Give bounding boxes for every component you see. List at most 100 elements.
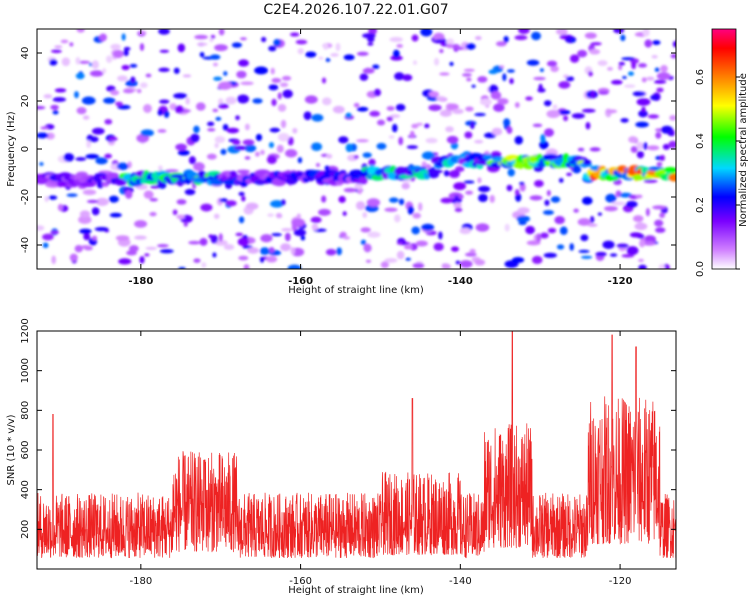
spectrogram-cell (238, 191, 245, 196)
spectrogram-cell (635, 121, 649, 128)
spectrogram-cell (550, 196, 561, 203)
spectrogram-cell (514, 102, 520, 108)
colorbar: 0.0 0.2 0.4 0.6 Normalized spectral amplitu… (695, 28, 749, 277)
spectrogram-cell (178, 266, 186, 269)
spectrogram-cell (421, 223, 435, 231)
spectrogram-cell (372, 64, 380, 69)
spectrogram-cell (304, 95, 318, 104)
spectrogram-cell (214, 136, 226, 144)
spectrogram-cell (184, 188, 196, 196)
spectrogram-cell (448, 169, 460, 179)
spectrogram-cell (356, 51, 369, 56)
spectrogram-cell (112, 49, 124, 59)
spectrogram-cell (463, 180, 475, 184)
spectrogram-cell (343, 236, 351, 240)
spectrogram-cell (613, 29, 625, 34)
spectrogram-cell (280, 119, 287, 129)
spectrogram-cell (169, 103, 177, 111)
spectrogram-cell (636, 98, 651, 106)
spectrogram-cell (215, 116, 222, 121)
spectrogram-cell (439, 109, 452, 117)
spectrogram-cell (610, 79, 623, 85)
spectrogram-cell (641, 106, 646, 113)
spectrogram-cell (433, 57, 440, 66)
spectrogram-cell (552, 104, 558, 110)
spectrogram-cell (79, 210, 91, 218)
spectrogram-cell (109, 212, 122, 218)
spectrogram-cell (607, 66, 613, 71)
spectrogram-cell (411, 34, 419, 42)
snr-xlabel: Height of straight line (km) (288, 585, 424, 596)
spectrogram-cell (42, 242, 49, 248)
spectrogram-ytick-label: -40 (20, 237, 31, 253)
spectrogram-cell (531, 255, 543, 265)
spectrogram-cell (259, 256, 265, 263)
spectrogram-cell (280, 199, 286, 206)
spectrogram-cell (469, 248, 476, 254)
spectrogram-cell (412, 262, 425, 269)
spectrogram-cell (589, 215, 595, 224)
spectrogram-cell (488, 69, 498, 75)
spectrogram-cell (396, 44, 403, 48)
snr-ytick-label: 1000 (20, 358, 31, 383)
spectrogram-cell (354, 183, 363, 190)
spectrogram-cell (465, 106, 474, 112)
spectrogram-cell (163, 110, 170, 118)
spectrogram-cell (544, 199, 550, 206)
spectrogram-cell (645, 208, 650, 217)
spectrogram-cell (75, 57, 81, 65)
snr-y-axis: 200 400 600 800 1000 1200 (20, 318, 676, 539)
spectrogram-cell (638, 258, 644, 263)
spectrogram-cell (223, 244, 235, 251)
spectrogram-cell (463, 151, 471, 156)
spectrogram-cell (559, 226, 568, 235)
spectrogram-cell (401, 182, 410, 190)
spectrogram-cell (388, 135, 395, 139)
spectrogram-cell (282, 89, 293, 99)
colorbar-tick-label: 0.4 (695, 133, 706, 149)
spectrogram-cell (519, 182, 525, 186)
spectrogram-cell (396, 250, 405, 260)
spectrogram-cell (470, 121, 475, 130)
spectrogram-cell (295, 39, 308, 45)
spectrogram-cell (652, 205, 666, 210)
spectrogram-cell (465, 190, 474, 195)
spectrogram-cell (237, 237, 250, 247)
spectrogram-cell (632, 215, 644, 223)
spectrogram-cell (149, 212, 157, 217)
spectrogram-cell (392, 123, 398, 133)
spectrogram-cell (362, 68, 375, 74)
spectrogram-cell (143, 104, 152, 113)
spectrogram-cell (604, 205, 618, 212)
spectrogram-cell (609, 253, 618, 257)
spectrogram-cell (526, 240, 541, 246)
spectrogram-cell (266, 255, 278, 263)
spectrogram-cell (415, 240, 428, 247)
spectrogram-cell (210, 234, 218, 244)
spectrogram-panel: -180 -160 -140 -120 -40 -20 0 20 40 Height of s… (6, 28, 677, 296)
spectrogram-cell (139, 256, 145, 264)
spectrogram-cell (605, 193, 617, 203)
spectrogram-cell (279, 82, 289, 88)
spectrogram-cell (518, 221, 527, 226)
spectrogram-cell (356, 139, 369, 143)
spectrogram-cell (367, 231, 381, 238)
spectrogram-cell (493, 103, 505, 112)
spectrogram-cell (271, 78, 282, 83)
spectrogram-cell (668, 140, 676, 149)
spectrogram-cell (392, 49, 400, 59)
spectrogram-cell (95, 157, 108, 165)
spectrogram-cell (318, 56, 324, 60)
spectrogram-cell (240, 81, 254, 86)
spectrogram-cell (54, 88, 67, 93)
spectrogram-ridge-cell (483, 153, 493, 160)
spectrogram-cell (503, 35, 509, 43)
spectrogram-cell (220, 148, 227, 155)
spectrogram-cell (605, 109, 618, 114)
spectrogram-cell (322, 97, 332, 106)
spectrogram-cell (544, 128, 554, 137)
spectrogram-cell (598, 91, 609, 95)
snr-ytick-label: 800 (20, 401, 31, 420)
spectrogram-cell (362, 212, 368, 219)
